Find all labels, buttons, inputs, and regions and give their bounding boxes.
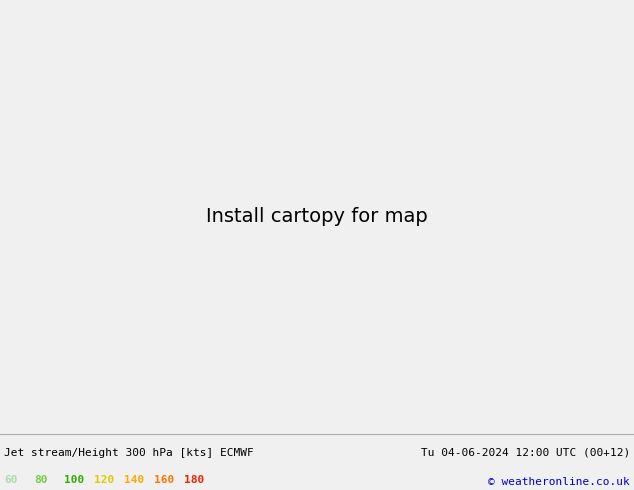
Text: 120: 120 — [94, 475, 114, 485]
Text: Install cartopy for map: Install cartopy for map — [206, 207, 428, 226]
Text: Tu 04-06-2024 12:00 UTC (00+12): Tu 04-06-2024 12:00 UTC (00+12) — [421, 448, 630, 458]
Text: 140: 140 — [124, 475, 145, 485]
Text: © weatheronline.co.uk: © weatheronline.co.uk — [488, 477, 630, 487]
Text: 100: 100 — [64, 475, 84, 485]
Text: 160: 160 — [154, 475, 174, 485]
Text: 180: 180 — [184, 475, 204, 485]
Text: 60: 60 — [4, 475, 18, 485]
Text: Jet stream/Height 300 hPa [kts] ECMWF: Jet stream/Height 300 hPa [kts] ECMWF — [4, 448, 254, 458]
Text: 80: 80 — [34, 475, 48, 485]
